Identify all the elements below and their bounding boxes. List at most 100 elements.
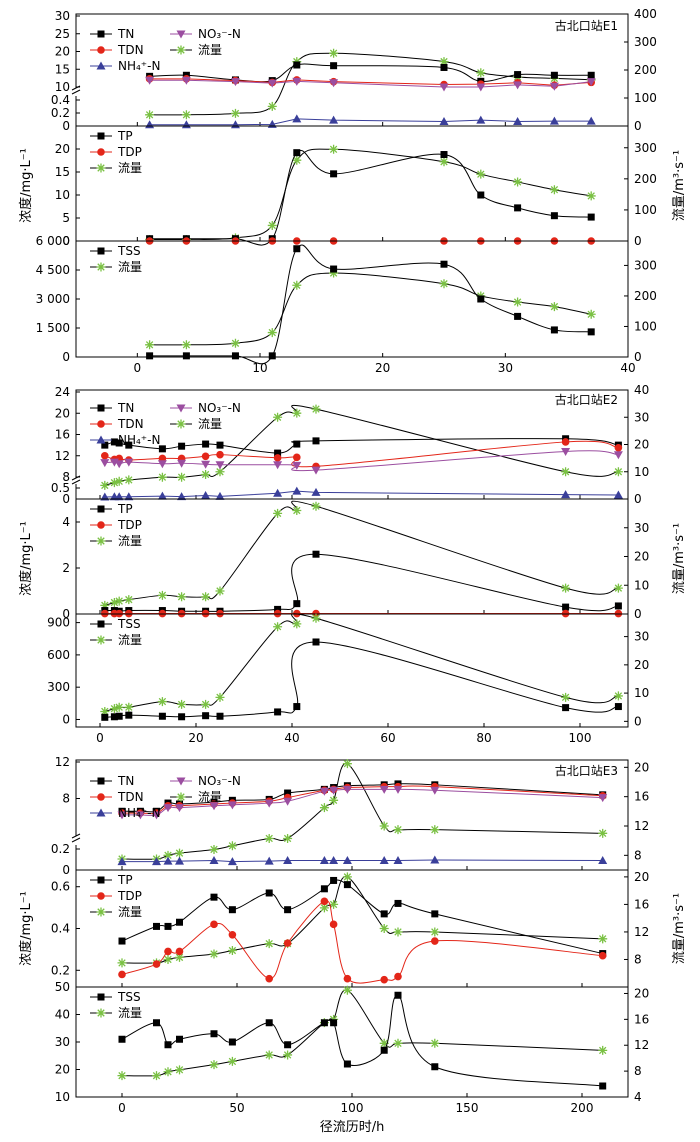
y-tick-label: 12 [55, 449, 70, 463]
point-flow [273, 622, 283, 632]
point-nhn [273, 488, 283, 497]
y-tick-label: 50 [55, 980, 70, 994]
point-tn [514, 71, 522, 79]
y-tick-label: 1 500 [36, 321, 70, 335]
point-non [329, 79, 339, 88]
point-flow [613, 467, 623, 477]
point-flow [311, 613, 321, 623]
point-flow [157, 590, 167, 600]
point-tn [293, 61, 301, 69]
y-axis-title: 浓度/mg·L⁻¹ [18, 148, 34, 223]
panel-frame [75, 498, 629, 615]
point-nhn [319, 856, 329, 865]
legend-label: TP [117, 129, 133, 143]
y2-tick-label: 8 [634, 952, 642, 966]
point-nhn [209, 856, 219, 865]
point-tss [125, 711, 133, 719]
point-non [201, 460, 211, 469]
legend-label: TSS [117, 617, 141, 631]
legend-marker [176, 777, 186, 786]
legend-marker [97, 30, 105, 38]
y-tick-label: 8 [62, 792, 70, 806]
point-flow [264, 833, 274, 843]
point-tdp [394, 972, 402, 981]
point-nhn [157, 491, 167, 500]
point-tss [182, 352, 190, 360]
series-line-flow [104, 613, 619, 712]
axis-break-mark [71, 833, 81, 843]
series-line-nhn [122, 859, 603, 863]
series-line-nhn [149, 118, 592, 126]
point-tdp [320, 897, 329, 906]
point-non [264, 799, 274, 808]
point-non [439, 83, 449, 92]
point-flow [342, 985, 352, 995]
point-flow [227, 1056, 237, 1066]
point-tss [115, 712, 123, 720]
legend-label: NO₃⁻-N [198, 401, 241, 415]
point-flow [175, 848, 184, 858]
point-tss [550, 326, 558, 334]
legend-marker [97, 404, 105, 412]
point-flow [109, 478, 119, 488]
y-tick-label: 12 [55, 755, 70, 769]
y2-tick-label: 300 [634, 35, 657, 49]
point-flow [513, 297, 523, 307]
point-tn [330, 62, 338, 70]
legend-label: TDN [117, 417, 144, 431]
point-tp [176, 918, 183, 926]
y2-tick-label: 0 [634, 607, 642, 621]
legend-label: 流量 [198, 790, 222, 804]
y2-tick-label: 100 [634, 91, 657, 105]
x-tick-label: 10 [252, 361, 267, 375]
y-tick-label: 20 [55, 406, 70, 420]
point-non [181, 76, 191, 85]
y-tick-label: 0.6 [51, 880, 70, 894]
point-flow [227, 946, 237, 956]
point-flow [215, 692, 225, 702]
point-tss [312, 638, 320, 646]
point-non [476, 83, 486, 92]
point-flow [117, 958, 127, 968]
point-nhn [598, 856, 608, 865]
point-tss [431, 1063, 439, 1071]
y2-tick-label: 200 [634, 289, 657, 303]
point-tss [164, 1041, 172, 1049]
y2-tick-label: 200 [634, 63, 657, 77]
point-nhn [114, 492, 124, 501]
point-flow [201, 699, 211, 709]
legend-marker [96, 61, 106, 70]
point-non [329, 786, 339, 795]
series-line-tn [149, 63, 592, 83]
point-flow [598, 1045, 608, 1055]
x-tick-label: 30 [498, 361, 513, 375]
point-non [292, 461, 302, 470]
y-tick-label: 15 [55, 165, 70, 179]
point-tss [320, 1019, 328, 1027]
point-nhn [163, 856, 173, 865]
point-flow [114, 702, 124, 712]
x-tick-label: 40 [620, 361, 635, 375]
y-tick-label: 20 [55, 142, 70, 156]
point-tp [330, 170, 338, 178]
point-nhn [292, 486, 302, 495]
series-line-flow [149, 148, 592, 241]
y2-tick-label: 20 [634, 760, 649, 774]
point-flow [561, 467, 571, 477]
x-tick-label: 20 [188, 731, 203, 745]
point-tdp [152, 960, 161, 968]
legend-label: TP [117, 873, 133, 887]
point-tdp [118, 970, 126, 979]
series-line-flow [121, 763, 603, 860]
point-tp [440, 151, 448, 159]
series-line-flow [104, 500, 619, 606]
y-tick-label: 0 [62, 234, 70, 248]
y-tick-label: 0 [62, 712, 70, 726]
y2-tick-label: 20 [634, 986, 649, 1000]
point-tp [550, 212, 558, 220]
panel-frame [75, 240, 629, 358]
point-flow [230, 338, 240, 348]
series-line-flow [121, 876, 603, 964]
point-nhn [379, 856, 389, 865]
